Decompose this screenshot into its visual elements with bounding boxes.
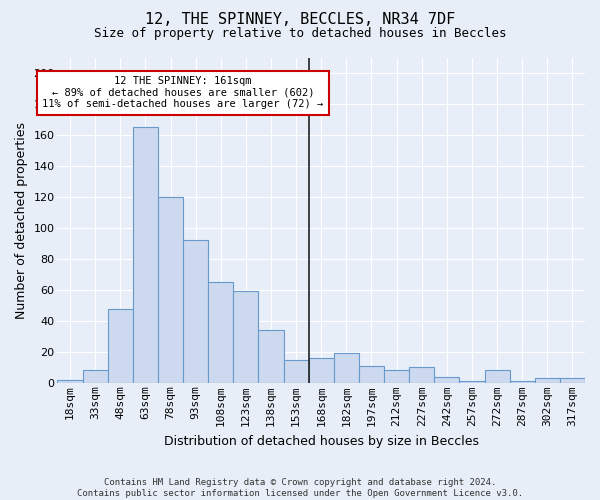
Y-axis label: Number of detached properties: Number of detached properties: [15, 122, 28, 318]
Bar: [58, 380, 83, 383]
Bar: [434, 376, 460, 383]
Bar: [208, 282, 233, 383]
Bar: [308, 358, 334, 383]
Bar: [460, 382, 485, 383]
Bar: [409, 368, 434, 383]
Bar: [485, 370, 509, 383]
Bar: [108, 308, 133, 383]
Bar: [384, 370, 409, 383]
Bar: [183, 240, 208, 383]
X-axis label: Distribution of detached houses by size in Beccles: Distribution of detached houses by size …: [164, 434, 479, 448]
Text: 12, THE SPINNEY, BECCLES, NR34 7DF: 12, THE SPINNEY, BECCLES, NR34 7DF: [145, 12, 455, 28]
Text: Contains HM Land Registry data © Crown copyright and database right 2024.
Contai: Contains HM Land Registry data © Crown c…: [77, 478, 523, 498]
Bar: [233, 292, 259, 383]
Bar: [535, 378, 560, 383]
Bar: [284, 360, 308, 383]
Bar: [359, 366, 384, 383]
Bar: [83, 370, 108, 383]
Bar: [334, 354, 359, 383]
Bar: [133, 127, 158, 383]
Bar: [509, 382, 535, 383]
Text: Size of property relative to detached houses in Beccles: Size of property relative to detached ho…: [94, 28, 506, 40]
Bar: [158, 197, 183, 383]
Text: 12 THE SPINNEY: 161sqm
← 89% of detached houses are smaller (602)
11% of semi-de: 12 THE SPINNEY: 161sqm ← 89% of detached…: [43, 76, 323, 110]
Bar: [259, 330, 284, 383]
Bar: [560, 378, 585, 383]
